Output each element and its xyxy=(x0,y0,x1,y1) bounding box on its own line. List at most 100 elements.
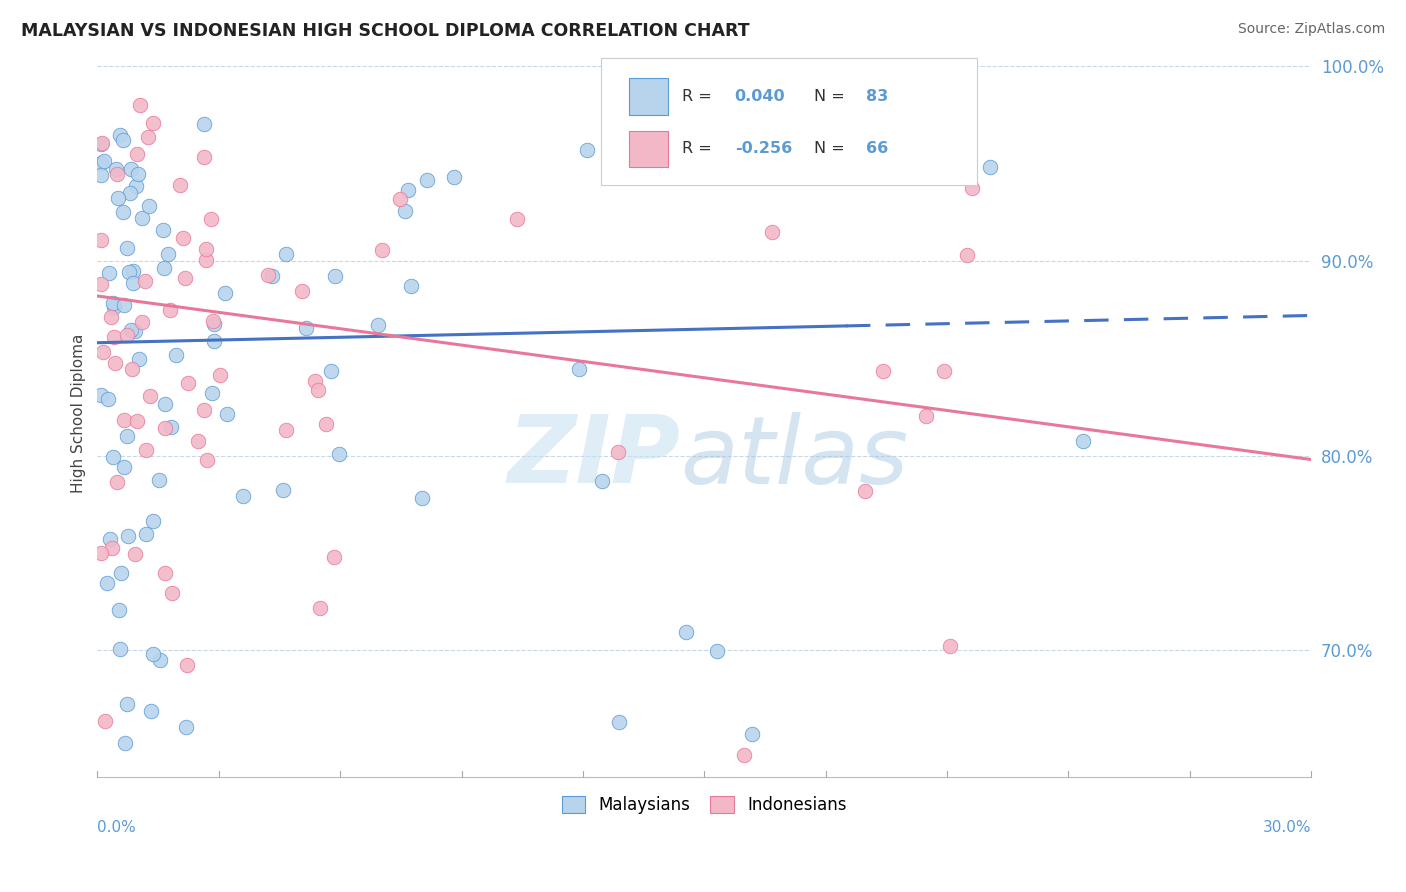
Text: 66: 66 xyxy=(866,141,889,156)
Point xyxy=(177,376,200,391)
Point xyxy=(112,298,135,312)
Point xyxy=(98,266,121,280)
Point xyxy=(328,447,350,461)
Point xyxy=(194,253,217,268)
Point xyxy=(90,546,112,560)
Point xyxy=(155,566,177,580)
Point xyxy=(142,514,165,528)
Point xyxy=(96,576,118,591)
Point xyxy=(568,362,591,376)
Point xyxy=(90,388,112,402)
Point xyxy=(169,178,191,192)
Point xyxy=(101,541,124,555)
Point xyxy=(217,408,239,422)
Point xyxy=(118,265,141,279)
Y-axis label: High School Diploma: High School Diploma xyxy=(72,334,86,493)
Point xyxy=(105,475,128,489)
Point xyxy=(322,549,344,564)
Point xyxy=(142,647,165,661)
Text: 30.0%: 30.0% xyxy=(1263,820,1312,835)
Point xyxy=(979,161,1001,175)
Point xyxy=(93,153,115,168)
Point xyxy=(193,403,215,417)
Point xyxy=(107,191,129,205)
Point xyxy=(321,364,343,378)
Point xyxy=(932,364,955,378)
Text: N =: N = xyxy=(814,141,849,156)
Point xyxy=(394,204,416,219)
Text: R =: R = xyxy=(682,89,717,104)
Point xyxy=(135,442,157,457)
Point xyxy=(1071,434,1094,449)
Point xyxy=(100,310,122,325)
Text: 0.040: 0.040 xyxy=(735,89,786,104)
Point xyxy=(367,318,389,332)
Point xyxy=(165,348,187,362)
Point xyxy=(315,417,337,432)
Point xyxy=(323,268,346,283)
Point xyxy=(139,704,162,718)
Point xyxy=(98,532,121,546)
Point xyxy=(120,186,142,201)
Text: N =: N = xyxy=(814,89,849,104)
Point xyxy=(127,167,149,181)
Point xyxy=(117,529,139,543)
Point xyxy=(411,491,433,505)
Point xyxy=(200,211,222,226)
Point xyxy=(202,317,225,331)
Point xyxy=(956,248,979,262)
Bar xyxy=(628,78,668,114)
Point xyxy=(416,173,439,187)
Point xyxy=(308,601,330,615)
Point xyxy=(112,460,135,475)
Point xyxy=(155,420,177,434)
Point xyxy=(101,296,124,310)
Point xyxy=(741,727,763,741)
Point xyxy=(90,169,112,183)
Point xyxy=(271,483,294,497)
Point xyxy=(214,285,236,300)
Point xyxy=(232,489,254,503)
Point xyxy=(131,211,153,225)
Text: 0.0%: 0.0% xyxy=(97,820,136,835)
Point xyxy=(108,642,131,657)
Point xyxy=(104,161,127,176)
Point xyxy=(134,274,156,288)
Bar xyxy=(628,130,668,167)
Point xyxy=(591,474,613,488)
Point xyxy=(121,361,143,376)
Point xyxy=(105,168,128,182)
Point xyxy=(90,156,112,170)
Point xyxy=(160,419,183,434)
Text: MALAYSIAN VS INDONESIAN HIGH SCHOOL DIPLOMA CORRELATION CHART: MALAYSIAN VS INDONESIAN HIGH SCHOOL DIPL… xyxy=(21,22,749,40)
Point xyxy=(115,327,138,342)
Point xyxy=(257,268,280,282)
Text: atlas: atlas xyxy=(681,412,908,503)
Point xyxy=(193,150,215,164)
Point xyxy=(195,242,218,256)
Point xyxy=(938,639,960,653)
Point xyxy=(733,747,755,762)
Point xyxy=(575,143,598,157)
Text: Source: ZipAtlas.com: Source: ZipAtlas.com xyxy=(1237,22,1385,37)
Text: R =: R = xyxy=(682,141,717,156)
Point xyxy=(157,247,180,261)
Point xyxy=(914,409,936,423)
Point xyxy=(112,413,135,427)
Point xyxy=(90,233,112,247)
Point xyxy=(104,355,127,369)
Point xyxy=(872,363,894,377)
Point xyxy=(399,278,422,293)
Point xyxy=(443,170,465,185)
Point xyxy=(398,183,420,197)
Point xyxy=(148,474,170,488)
Point xyxy=(609,714,631,729)
Point xyxy=(108,603,131,617)
Point xyxy=(91,136,114,150)
Point xyxy=(172,231,194,245)
Point xyxy=(260,268,283,283)
Point xyxy=(112,133,135,147)
Point xyxy=(706,644,728,658)
Legend: Malaysians, Indonesians: Malaysians, Indonesians xyxy=(555,789,853,821)
Point xyxy=(101,450,124,464)
